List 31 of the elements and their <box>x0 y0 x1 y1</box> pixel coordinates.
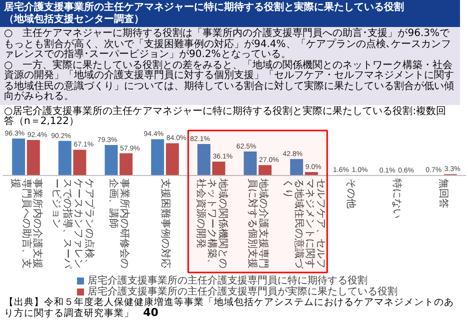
text: ○ 主任ケアマネジャーに期待する役割は「事業所内の介護支援専門員への助言･支援」が96.3%でもっとも割合が高く、次いで「支援困難事例の対応」が94.4%、「ケアプランの点検､ケースカンファレンスでの指導･スーパービジョン」が90.2%となっている。 <box>4 28 451 60</box>
bar <box>104 144 118 175</box>
legend-label: 居宅介護支援事業所の主任介護支援専門員が実際に果たしている役割 <box>88 285 398 297</box>
bar <box>244 150 257 175</box>
bar <box>166 142 179 175</box>
legend-label: 居宅介護支援事業所の主任介護支援専門員に特に期待する役割 <box>88 274 368 286</box>
bar <box>212 161 226 175</box>
x-tick-label: セルフケア、セルフマネジメントに関する地域住民の意識づくり <box>282 178 326 269</box>
x-tick-label: 事業所内の研修会の企画、講師 <box>108 178 131 268</box>
x-tick-label: 特にない <box>391 178 404 218</box>
bar <box>197 143 210 175</box>
x-tick-label: 地域の介護支援専門員に対する個別支援 <box>246 177 270 268</box>
text: ○ 一方、実際に果たしている役割との差をみると、「地域の関係機関とのネットワーク構築・社会資源の開発」「地域の介護支援専門員に対する個別支援」「セルフケア・セルフマネジメントに関する地域住民の意識づくり」については、期待している割合に対して実際に果たしている割合が低い傾向がみられる。 <box>4 60 454 102</box>
x-tick-label: その他 <box>344 178 357 208</box>
x-tick-label: 事業所内の介護支援専門員への助言、支援 <box>9 178 44 268</box>
bar <box>12 138 26 175</box>
chart-title: 居宅介護支援事業所の主任ケアマネジャーに特に期待する役割と実際に果たしている役割 <box>4 2 404 13</box>
bar <box>73 149 86 175</box>
chart-subtitle: （地域包括支援センター調査） <box>4 14 144 25</box>
bar <box>290 158 304 175</box>
x-tick-label: 無回答 <box>438 178 450 208</box>
x-tick-label: 支援困難事例の対応 <box>159 178 172 268</box>
bar <box>258 164 272 175</box>
bar <box>26 140 40 175</box>
text: ○居宅介護支援事業所の主任ケアマネジャーに特に期待する役割と実際に果たしている役割:複数回答（n＝2,122） <box>4 106 448 128</box>
text: 40 <box>143 306 158 320</box>
bar <box>58 140 72 175</box>
bar <box>151 138 164 175</box>
x-tick-label: ケアプランの点検、ケースカンファレンスでの指導、スーパービジョン <box>50 178 96 269</box>
bar <box>120 152 133 175</box>
x-tick-label: 地域の関係機関とのネットワーク構築、社会資源の開発 <box>194 177 229 268</box>
